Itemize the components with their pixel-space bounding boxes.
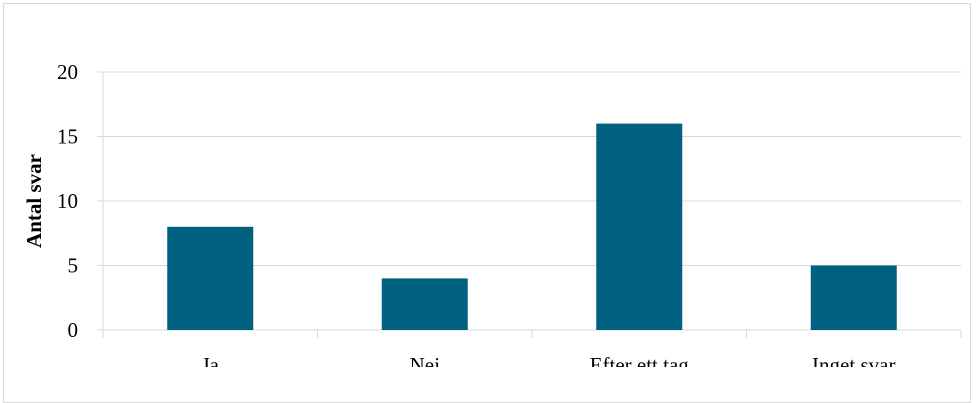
x-category-labels: Ja Nej Efter ett tag Inget svar — [202, 353, 896, 367]
x-category-label: Inget svar — [812, 353, 895, 367]
bars — [167, 123, 897, 330]
y-tick-label: 10 — [57, 189, 78, 213]
y-tick-label: 0 — [68, 318, 79, 342]
x-category-label: Nej — [410, 353, 440, 367]
y-tick-label: 15 — [57, 125, 78, 149]
y-tick-label: 20 — [57, 60, 78, 84]
y-axis-title: Antal svar — [22, 154, 46, 248]
y-tick-label: 5 — [68, 254, 79, 278]
bar-inget-svar — [810, 265, 897, 330]
bar-chart: 0 5 10 15 20 Ja Nej Efter ett tag Inget svar An… — [22, 60, 962, 367]
x-category-label: Ja — [202, 353, 220, 367]
x-category-label: Efter ett tag — [590, 353, 690, 367]
chart-frame — [3, 3, 971, 403]
y-tick-labels: 0 5 10 15 20 — [57, 60, 78, 342]
bar-ja — [167, 226, 254, 330]
bar-efter-ett-tag — [596, 123, 683, 330]
bar-nej — [381, 278, 468, 330]
